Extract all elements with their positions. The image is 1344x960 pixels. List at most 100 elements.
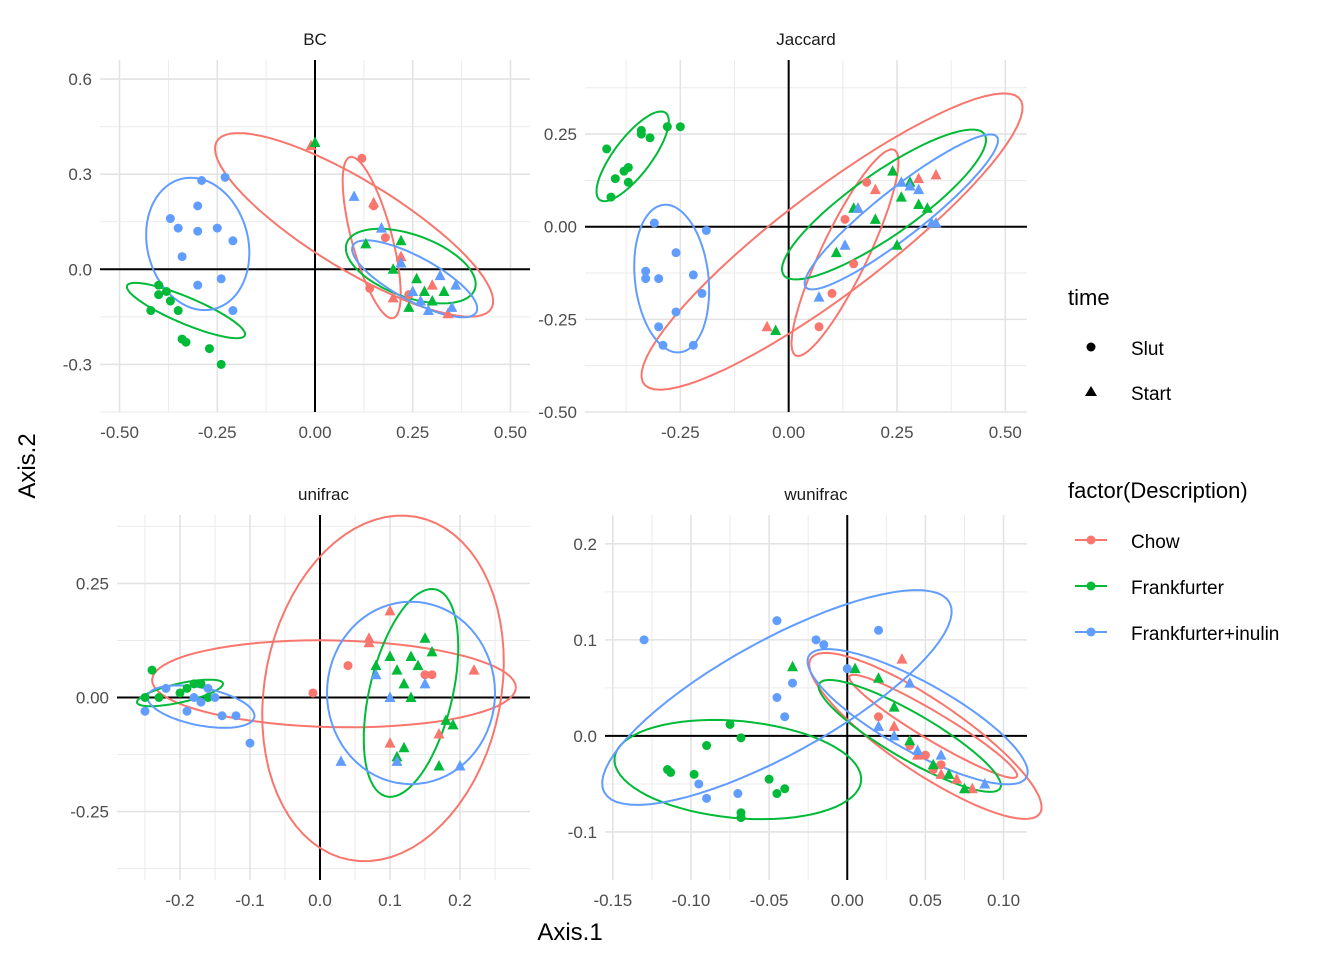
confidence-ellipse (601, 589, 953, 806)
x-tick-label: 0.2 (448, 891, 472, 910)
data-point-triangle (830, 246, 842, 258)
data-point-circle (649, 218, 659, 228)
y-tick-label: -0.25 (70, 803, 109, 822)
data-point-circle (220, 172, 230, 182)
x-tick-label: 0.50 (989, 423, 1022, 442)
data-point-circle (147, 665, 157, 675)
data-point-triangle (348, 190, 360, 201)
data-point-triangle (405, 650, 417, 661)
data-point-circle (936, 760, 946, 770)
data-point-triangle (384, 691, 396, 702)
data-point-circle (165, 296, 175, 306)
data-point-triangle (904, 734, 916, 746)
data-point-circle (212, 223, 222, 233)
x-tick-label: -0.05 (750, 891, 789, 910)
data-point-triangle (419, 632, 431, 643)
data-point-circle (780, 712, 790, 722)
data-point-circle (874, 712, 884, 722)
x-tick-label: -0.1 (235, 891, 264, 910)
panel-title: unifrac (298, 485, 350, 504)
legend-time-label: Slut (1131, 339, 1164, 360)
data-point-triangle (368, 196, 380, 208)
data-point-circle (204, 344, 214, 354)
y-tick-label: -0.50 (538, 403, 577, 422)
data-point-circle (694, 779, 704, 789)
data-point-circle (181, 337, 191, 347)
data-point-circle (641, 266, 651, 276)
facet-panel: unifrac -0.2 -0.1 0.0 0.1 0.2 -0.25 0.00 0.25 (70, 485, 530, 910)
data-point-triangle (375, 222, 387, 233)
legend-description-label: Frankfurter (1131, 578, 1225, 599)
data-point-circle (610, 174, 620, 184)
x-tick-label: 0.50 (494, 423, 527, 442)
data-point-triangle (913, 172, 925, 184)
data-point-circle (343, 661, 353, 671)
data-point-triangle (839, 239, 851, 250)
data-point-circle (675, 122, 685, 132)
x-tick-label: -0.25 (661, 423, 700, 442)
confidence-ellipse (146, 684, 256, 729)
data-point-triangle (391, 755, 403, 766)
data-point-triangle (387, 263, 399, 274)
x-tick-label: -0.50 (100, 423, 139, 442)
data-point-circle (140, 693, 150, 702)
data-point-circle (245, 738, 255, 748)
data-point-triangle (370, 659, 382, 671)
data-point-circle (689, 769, 699, 779)
data-point-circle (308, 688, 318, 698)
legend-time: time Slut Start (1068, 285, 1172, 405)
data-point-triangle (873, 672, 885, 683)
legend-key-dot (1086, 535, 1096, 545)
legend-time-label: Start (1131, 384, 1172, 405)
data-point-circle (182, 683, 192, 693)
y-tick-label: -0.25 (538, 310, 577, 329)
x-tick-label: 0.1 (378, 891, 402, 910)
data-point-circle (772, 789, 782, 799)
data-point-triangle (770, 324, 782, 335)
data-point-circle (210, 693, 220, 702)
data-point-circle (623, 162, 633, 172)
x-tick-label: 0.05 (909, 891, 942, 910)
data-point-circle (920, 750, 930, 760)
data-point-triangle (422, 304, 434, 316)
data-point-triangle (943, 768, 955, 779)
data-point-triangle (761, 320, 773, 332)
data-point-triangle (412, 659, 424, 671)
confidence-ellipse (808, 651, 1043, 820)
data-point-triangle (468, 664, 480, 675)
facet-panel: wunifrac -0.15 -0.10 -0.05 0.00 0.05 0.10 -0.1 0… (568, 485, 1043, 910)
data-point-circle (140, 706, 150, 716)
data-point-circle (420, 670, 430, 680)
y-tick-label: 0.0 (573, 727, 597, 746)
data-point-triangle (895, 191, 907, 202)
data-point-triangle (979, 777, 991, 789)
data-point-triangle (849, 662, 861, 674)
data-point-circle (671, 248, 681, 258)
data-point-triangle (930, 217, 942, 228)
legend-description-label: Frankfurter+inulin (1131, 624, 1279, 645)
data-point-triangle (418, 285, 430, 296)
data-point-circle (662, 122, 672, 132)
data-point-circle (427, 670, 437, 680)
data-point-circle (862, 177, 872, 187)
data-point-circle (819, 640, 829, 650)
y-tick-label: 0.1 (573, 631, 597, 650)
data-point-circle (840, 214, 850, 224)
legend-key-dot (1086, 627, 1096, 637)
data-point-circle (165, 214, 175, 224)
data-point-circle (216, 274, 226, 284)
data-point-triangle (446, 301, 458, 312)
confidence-ellipse (151, 639, 517, 729)
data-point-triangle (398, 677, 410, 689)
data-point-circle (702, 741, 712, 751)
data-point-circle (228, 236, 238, 246)
data-point-triangle (454, 759, 466, 771)
data-point-circle (154, 290, 164, 300)
data-point-triangle (891, 239, 903, 250)
data-point-triangle (887, 165, 899, 176)
data-point-triangle (450, 279, 462, 290)
data-point-triangle (442, 307, 454, 319)
legend-time-title: time (1068, 285, 1110, 310)
data-point-triangle (852, 202, 864, 213)
